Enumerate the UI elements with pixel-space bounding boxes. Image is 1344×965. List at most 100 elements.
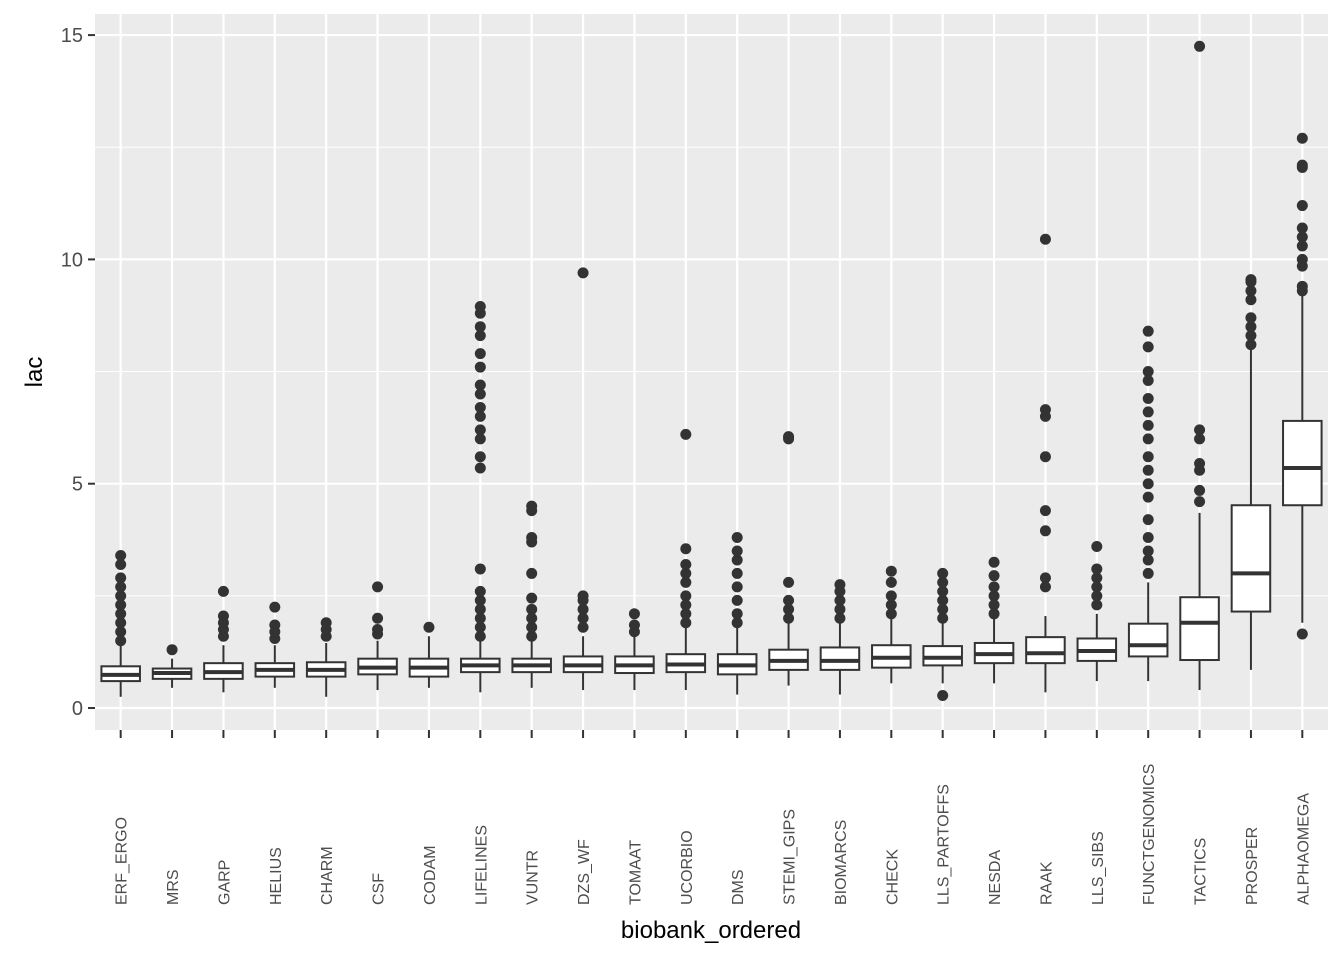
outlier bbox=[577, 621, 589, 633]
outlier bbox=[1296, 132, 1308, 144]
outlier bbox=[885, 576, 897, 588]
y-axis-title: lac bbox=[21, 357, 48, 388]
box bbox=[922, 645, 963, 667]
x-tick-label: LLS_SIBS bbox=[1090, 831, 1107, 905]
outlier bbox=[115, 590, 127, 602]
outlier bbox=[988, 570, 1000, 582]
x-tick-label: FUNCTGENOMICS bbox=[1141, 764, 1158, 905]
box bbox=[1230, 504, 1272, 613]
box bbox=[1282, 419, 1323, 507]
outlier bbox=[474, 388, 486, 400]
outlier bbox=[783, 612, 795, 624]
outlier bbox=[115, 635, 127, 647]
outlier bbox=[474, 348, 486, 360]
x-tick-label: BIOMARCS bbox=[833, 820, 850, 905]
outlier bbox=[937, 594, 949, 606]
outlier bbox=[834, 612, 846, 624]
outlier bbox=[988, 590, 1000, 602]
outlier bbox=[1142, 341, 1154, 353]
outlier bbox=[474, 321, 486, 333]
outlier bbox=[474, 424, 486, 436]
outlier bbox=[526, 603, 538, 615]
outlier bbox=[217, 610, 229, 622]
outlier bbox=[166, 644, 178, 656]
outlier bbox=[1142, 491, 1154, 503]
outlier bbox=[937, 585, 949, 597]
outlier bbox=[1039, 525, 1051, 537]
outlier bbox=[526, 612, 538, 624]
outlier bbox=[731, 532, 743, 544]
outlier bbox=[217, 585, 229, 597]
outlier bbox=[628, 608, 640, 620]
outlier bbox=[680, 608, 692, 620]
outlier bbox=[1194, 496, 1206, 508]
outlier bbox=[937, 567, 949, 579]
outlier bbox=[731, 608, 743, 620]
outlier bbox=[628, 619, 640, 631]
outlier bbox=[577, 612, 589, 624]
outlier bbox=[1194, 40, 1206, 52]
box bbox=[1179, 596, 1220, 662]
outlier bbox=[115, 599, 127, 611]
box bbox=[1025, 636, 1066, 665]
outlier bbox=[526, 630, 538, 642]
outlier bbox=[1039, 572, 1051, 584]
outlier bbox=[1296, 159, 1308, 171]
outlier bbox=[834, 579, 846, 591]
outlier bbox=[474, 621, 486, 633]
outlier bbox=[577, 267, 589, 279]
outlier bbox=[1296, 280, 1308, 292]
outlier bbox=[1039, 505, 1051, 517]
outlier bbox=[115, 558, 127, 570]
outlier bbox=[474, 594, 486, 606]
outlier bbox=[783, 594, 795, 606]
outlier bbox=[783, 603, 795, 615]
outlier bbox=[680, 558, 692, 570]
outlier bbox=[1296, 628, 1308, 640]
outlier bbox=[269, 619, 281, 631]
x-tick-label: VUNTR bbox=[525, 850, 542, 905]
outlier bbox=[526, 621, 538, 633]
outlier bbox=[1091, 572, 1103, 584]
outlier bbox=[474, 330, 486, 342]
outlier bbox=[1245, 285, 1257, 297]
outlier bbox=[885, 608, 897, 620]
x-axis-title: biobank_ordered bbox=[621, 917, 801, 944]
outlier bbox=[1245, 321, 1257, 333]
outlier bbox=[474, 301, 486, 313]
outlier bbox=[1296, 231, 1308, 243]
outlier bbox=[1091, 590, 1103, 602]
outlier bbox=[680, 617, 692, 629]
y-tick-label: 5 bbox=[72, 474, 83, 496]
outlier bbox=[1142, 554, 1154, 566]
outlier bbox=[1142, 478, 1154, 490]
x-tick-label: ALPHAOMEGA bbox=[1295, 793, 1312, 905]
outlier bbox=[731, 581, 743, 593]
outlier bbox=[1296, 200, 1308, 212]
outlier bbox=[474, 630, 486, 642]
outlier bbox=[1039, 581, 1051, 593]
outlier bbox=[731, 545, 743, 557]
outlier bbox=[885, 565, 897, 577]
outlier bbox=[1142, 464, 1154, 476]
outlier bbox=[115, 608, 127, 620]
outlier bbox=[526, 500, 538, 512]
outlier bbox=[1296, 222, 1308, 234]
outlier bbox=[577, 590, 589, 602]
outlier bbox=[1142, 325, 1154, 337]
outlier bbox=[680, 543, 692, 555]
outlier bbox=[1091, 563, 1103, 575]
outlier bbox=[1142, 433, 1154, 445]
outlier bbox=[1039, 404, 1051, 416]
outlier bbox=[1039, 451, 1051, 463]
x-tick-label: CODAM bbox=[422, 845, 439, 905]
outlier bbox=[1142, 545, 1154, 557]
outlier bbox=[885, 599, 897, 611]
outlier bbox=[1091, 599, 1103, 611]
outlier bbox=[1142, 392, 1154, 404]
box bbox=[819, 646, 861, 671]
outlier bbox=[937, 612, 949, 624]
outlier bbox=[115, 581, 127, 593]
x-tick-label: STEMI_GIPS bbox=[782, 809, 799, 905]
x-tick-label: TACTICS bbox=[1193, 838, 1210, 905]
